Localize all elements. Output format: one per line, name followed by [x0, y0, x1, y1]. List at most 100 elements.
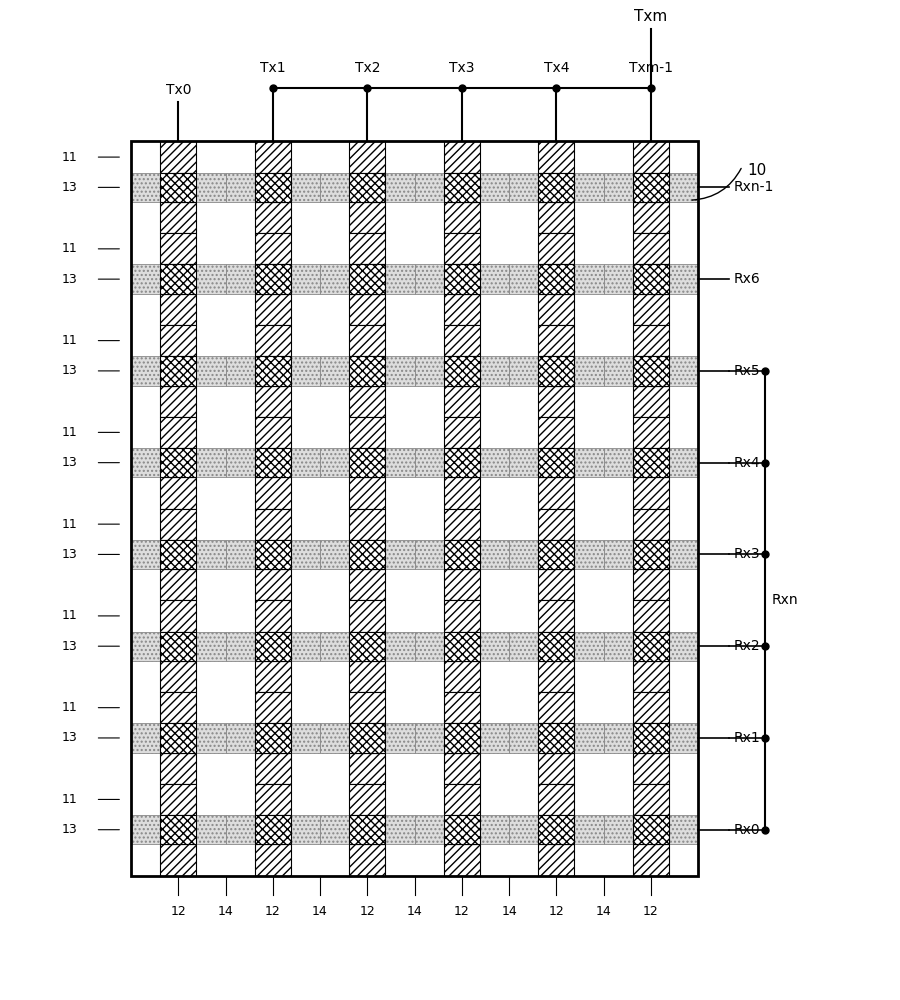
Bar: [349, 844, 385, 876]
Bar: [415, 632, 444, 661]
Bar: [538, 844, 574, 876]
Bar: [349, 325, 385, 356]
Bar: [480, 815, 509, 844]
Bar: [160, 784, 196, 815]
Bar: [196, 448, 226, 477]
Bar: [255, 141, 291, 173]
Bar: [385, 723, 415, 753]
Bar: [669, 723, 698, 753]
Bar: [255, 386, 291, 417]
Bar: [574, 173, 604, 202]
Bar: [160, 844, 196, 876]
Bar: [349, 477, 385, 509]
Bar: [320, 264, 349, 294]
Bar: [574, 723, 604, 753]
Bar: [633, 692, 669, 723]
Bar: [255, 477, 291, 509]
Bar: [574, 815, 604, 844]
Bar: [291, 723, 320, 753]
Bar: [633, 448, 669, 477]
Bar: [633, 600, 669, 632]
Bar: [131, 356, 160, 386]
Bar: [349, 264, 385, 294]
Text: Txm-1: Txm-1: [629, 61, 673, 75]
Bar: [633, 784, 669, 815]
Bar: [349, 753, 385, 784]
Bar: [633, 844, 669, 876]
Bar: [255, 632, 291, 661]
Bar: [538, 356, 574, 386]
Bar: [604, 264, 633, 294]
Bar: [349, 448, 385, 477]
Bar: [160, 540, 196, 569]
Bar: [538, 202, 574, 233]
Bar: [349, 386, 385, 417]
Bar: [633, 753, 669, 784]
Bar: [349, 509, 385, 540]
Bar: [444, 540, 480, 569]
Bar: [538, 753, 574, 784]
Text: 13: 13: [62, 823, 77, 836]
Bar: [538, 325, 574, 356]
Bar: [444, 753, 480, 784]
Bar: [604, 356, 633, 386]
Bar: [633, 632, 669, 661]
Bar: [226, 264, 255, 294]
Bar: [160, 477, 196, 509]
Bar: [669, 632, 698, 661]
Bar: [444, 844, 480, 876]
Bar: [160, 417, 196, 448]
Bar: [538, 723, 574, 753]
Bar: [669, 815, 698, 844]
Bar: [349, 815, 385, 844]
Bar: [131, 448, 160, 477]
Bar: [349, 173, 385, 202]
Bar: [444, 632, 480, 661]
Bar: [538, 294, 574, 325]
Bar: [415, 723, 444, 753]
Text: Tx3: Tx3: [449, 61, 474, 75]
Bar: [444, 264, 480, 294]
Bar: [196, 264, 226, 294]
Bar: [604, 815, 633, 844]
Bar: [255, 692, 291, 723]
Bar: [226, 356, 255, 386]
Text: 10: 10: [747, 163, 766, 178]
Bar: [509, 264, 538, 294]
Bar: [255, 448, 291, 477]
Bar: [444, 386, 480, 417]
Bar: [320, 356, 349, 386]
Bar: [349, 233, 385, 264]
Text: 12: 12: [170, 905, 186, 918]
Bar: [131, 173, 160, 202]
Bar: [480, 264, 509, 294]
Bar: [349, 294, 385, 325]
Text: 13: 13: [62, 181, 77, 194]
Text: Tx0: Tx0: [166, 83, 191, 97]
Text: Tx2: Tx2: [355, 61, 380, 75]
Bar: [255, 264, 291, 294]
Bar: [349, 141, 385, 173]
Bar: [538, 600, 574, 632]
Bar: [255, 723, 291, 753]
Bar: [633, 723, 669, 753]
Bar: [349, 600, 385, 632]
Bar: [385, 264, 415, 294]
Bar: [669, 264, 698, 294]
Bar: [538, 173, 574, 202]
Text: 11: 11: [62, 334, 77, 347]
Bar: [385, 356, 415, 386]
Bar: [574, 356, 604, 386]
Bar: [160, 356, 196, 386]
Bar: [633, 173, 669, 202]
Bar: [255, 784, 291, 815]
Bar: [604, 540, 633, 569]
Bar: [444, 356, 480, 386]
Bar: [633, 477, 669, 509]
Text: 11: 11: [62, 151, 77, 164]
Bar: [538, 417, 574, 448]
Text: 12: 12: [643, 905, 659, 918]
Bar: [131, 815, 160, 844]
Text: 12: 12: [359, 905, 375, 918]
Bar: [604, 723, 633, 753]
